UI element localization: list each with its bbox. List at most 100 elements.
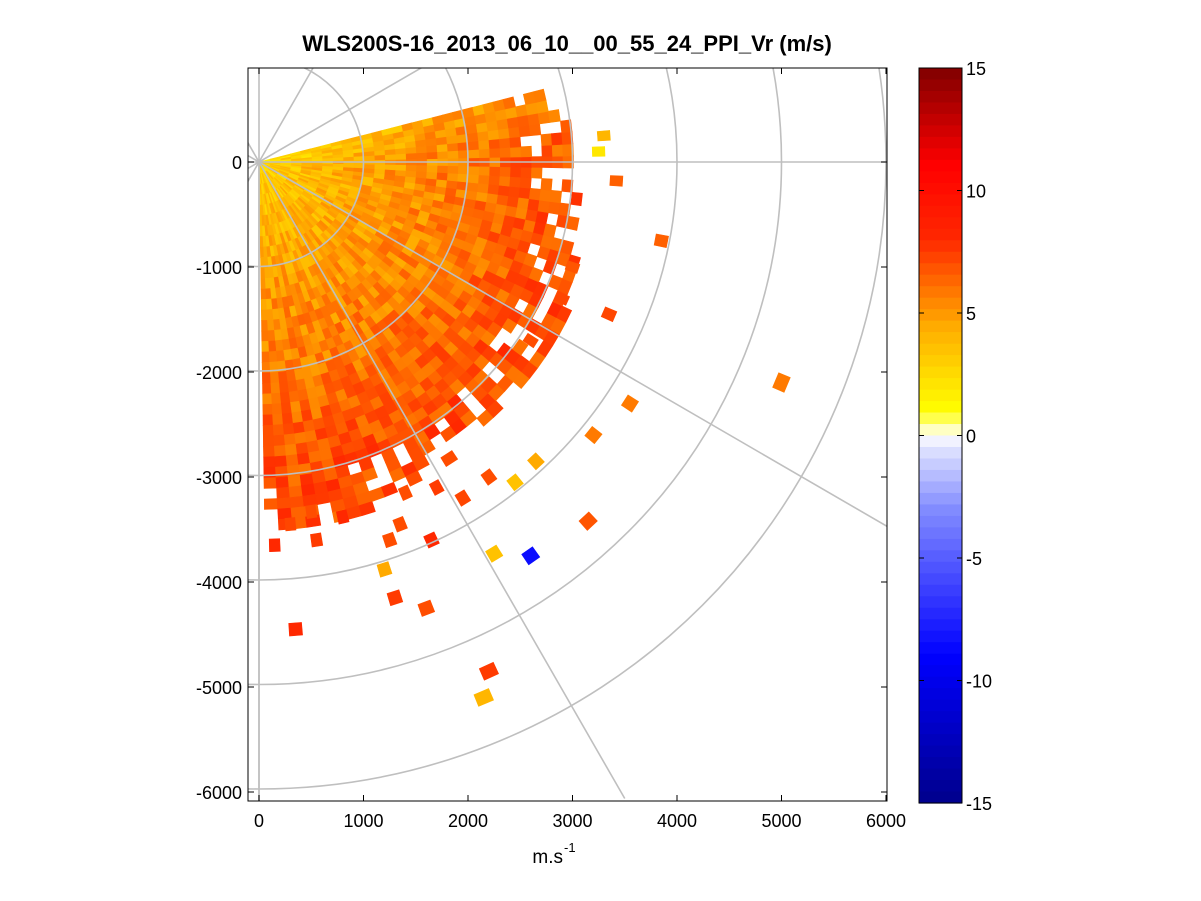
range-gate-cell	[547, 109, 561, 123]
colorbar-band	[919, 389, 962, 402]
colorbar-band	[919, 458, 962, 471]
range-gate-cell	[487, 129, 500, 141]
range-gate-cell	[520, 145, 533, 158]
range-gate-cell	[384, 168, 397, 176]
y-tick-label: -2000	[196, 363, 242, 383]
range-gate-cell	[263, 477, 277, 489]
colorbar-band	[919, 228, 962, 241]
colorbar-band	[919, 527, 962, 540]
colorbar-band	[919, 504, 962, 517]
colorbar-band	[919, 136, 962, 149]
plot-frame	[247, 67, 888, 802]
range-gate-cell	[395, 164, 407, 171]
range-gate-cell	[475, 191, 489, 203]
x-tick-label: 5000	[761, 811, 801, 831]
colorbar-band	[919, 102, 962, 115]
axes: 0 1000 2000 3000 4000 5000 6000 0 -1000 -2000 -300…	[196, 68, 906, 831]
range-gate-cell	[416, 151, 428, 160]
range-gate-cell	[374, 168, 386, 175]
range-gate-cell	[384, 153, 397, 160]
range-gate-cell	[540, 133, 553, 146]
range-gate-cell	[447, 150, 459, 159]
range-gate-cell	[260, 298, 268, 311]
range-gate-cell	[261, 319, 269, 332]
range-gate-cell	[384, 164, 397, 171]
range-gate-cell	[550, 132, 563, 146]
colorbar-band	[919, 722, 962, 735]
azimuth-spoke	[248, 141, 260, 163]
range-gate-cell	[262, 393, 273, 405]
colorbar-band	[919, 366, 962, 379]
range-gate-cell	[510, 166, 522, 178]
range-gate-cell	[537, 199, 551, 214]
range-gate-cell	[412, 454, 430, 472]
colorbar-band	[919, 79, 962, 92]
colorbar-band	[919, 757, 962, 770]
colorbar-band	[919, 768, 962, 781]
range-gate-cell	[283, 433, 297, 446]
isolated-return-cell	[653, 233, 669, 249]
isolated-return-cell	[584, 425, 603, 445]
range-gate-cell	[426, 164, 439, 173]
isolated-return-cell	[268, 538, 281, 553]
range-gate-cell	[262, 435, 275, 447]
range-gate-cell	[276, 486, 291, 499]
range-gate-cell	[508, 185, 521, 198]
range-gate-cell	[535, 210, 549, 225]
range-gate-cell	[519, 176, 532, 189]
range-gate-cell	[262, 382, 272, 395]
colorbar-band	[919, 171, 962, 184]
range-gate-cell	[489, 166, 501, 177]
range-gate-cell	[272, 413, 284, 426]
x-tick-label: 2000	[448, 811, 488, 831]
range-gate-cell	[506, 195, 520, 208]
colorbar-band	[919, 538, 962, 551]
azimuth-spoke	[258, 161, 626, 799]
range-gate-cell	[285, 454, 300, 467]
colorbar-band	[919, 90, 962, 104]
range-gate-cell	[446, 179, 459, 190]
isolated-return-cell	[527, 452, 545, 471]
range-gate-cell	[281, 412, 294, 425]
isolated-return-cell	[772, 372, 791, 393]
colorbar-band	[919, 343, 962, 356]
range-gate-cell	[426, 171, 438, 180]
range-gate-cell	[560, 239, 575, 256]
range-gate-cell	[260, 309, 268, 321]
range-gate-cell	[488, 175, 501, 186]
range-gate-cell	[497, 127, 511, 140]
colorbar-band	[919, 297, 962, 310]
isolated-return-cell	[335, 509, 350, 525]
range-gate-cell	[468, 165, 480, 176]
range-gate-cell	[405, 170, 417, 178]
range-gate-cell	[286, 464, 301, 478]
isolated-return-cell	[376, 561, 393, 578]
range-gate-cell	[289, 495, 305, 509]
colorbar-tick-label: 0	[966, 427, 976, 447]
isolated-return-cell	[428, 479, 445, 496]
isolated-return-cell	[591, 146, 606, 157]
colorbar-tick-label: 15	[966, 59, 986, 79]
range-gate-cell	[467, 140, 480, 151]
range-gate-cell	[446, 142, 459, 152]
colorbar-band	[919, 332, 962, 345]
range-gate-cell	[270, 371, 280, 384]
chart-title: WLS200S-16_2013_06_10__00_55_24_PPI_Vr (…	[302, 31, 832, 56]
colorbar-band	[919, 251, 962, 264]
range-gate-cell	[358, 501, 376, 517]
colorbar-band	[919, 194, 962, 207]
range-gate-cell	[560, 119, 573, 134]
range-gate-cell	[261, 330, 270, 342]
colorbar-band	[919, 699, 962, 712]
colorbar-tick-label: -5	[966, 549, 982, 569]
isolated-return-cell	[506, 473, 524, 492]
isolated-return-cell	[578, 511, 598, 531]
x-tick-label: 1000	[343, 811, 383, 831]
colorbar-band	[919, 68, 962, 81]
isolated-return-cell	[305, 504, 318, 519]
colorbar-band	[919, 481, 962, 494]
range-gate-cell	[440, 450, 459, 468]
isolated-return-cell	[310, 532, 324, 548]
range-gate-cell	[551, 144, 564, 157]
range-gate-cell	[261, 340, 270, 353]
